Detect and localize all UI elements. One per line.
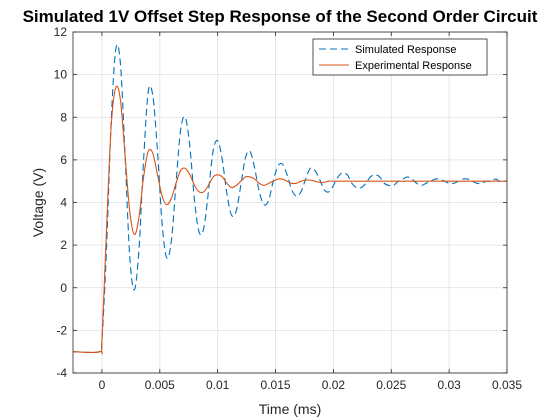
y-tick-label: 2 (60, 238, 67, 252)
tick-labels: 0 0.005 0.01 0.015 0.02 0.025 0.03 0.035 -4 -2 0 2 4… (54, 25, 523, 392)
experimental-response-line (73, 85, 507, 354)
x-tick-label: 0.03 (437, 378, 461, 392)
legend: Simulated Response Experimental Response (312, 38, 488, 76)
y-tick-label: -4 (56, 366, 67, 380)
y-tick-label: 12 (54, 25, 68, 39)
simulated-response-line (73, 44, 507, 354)
y-tick-label: 8 (60, 110, 67, 124)
series-layer (73, 44, 507, 354)
chart-title: Simulated 1V Offset Step Response of the… (23, 7, 538, 26)
y-tick-label: -2 (56, 323, 67, 337)
x-tick-label: 0.015 (261, 378, 291, 392)
x-tick-label: 0.005 (145, 378, 175, 392)
x-tick-label: 0.02 (322, 378, 346, 392)
x-tick-label: 0.01 (206, 378, 230, 392)
legend-box (312, 38, 488, 76)
y-tick-label: 6 (60, 153, 67, 167)
x-tick-label: 0 (99, 378, 106, 392)
y-axis-label: Voltage (V) (30, 168, 46, 237)
y-tick-label: 0 (60, 281, 67, 295)
legend-label-experimental: Experimental Response (355, 60, 472, 72)
x-axis-label: Time (ms) (259, 401, 321, 417)
x-tick-label: 0.035 (492, 378, 522, 392)
legend-label-simulated: Simulated Response (355, 44, 457, 56)
x-tick-label: 0.025 (376, 378, 406, 392)
y-tick-label: 4 (60, 196, 67, 210)
y-tick-label: 10 (54, 68, 68, 82)
